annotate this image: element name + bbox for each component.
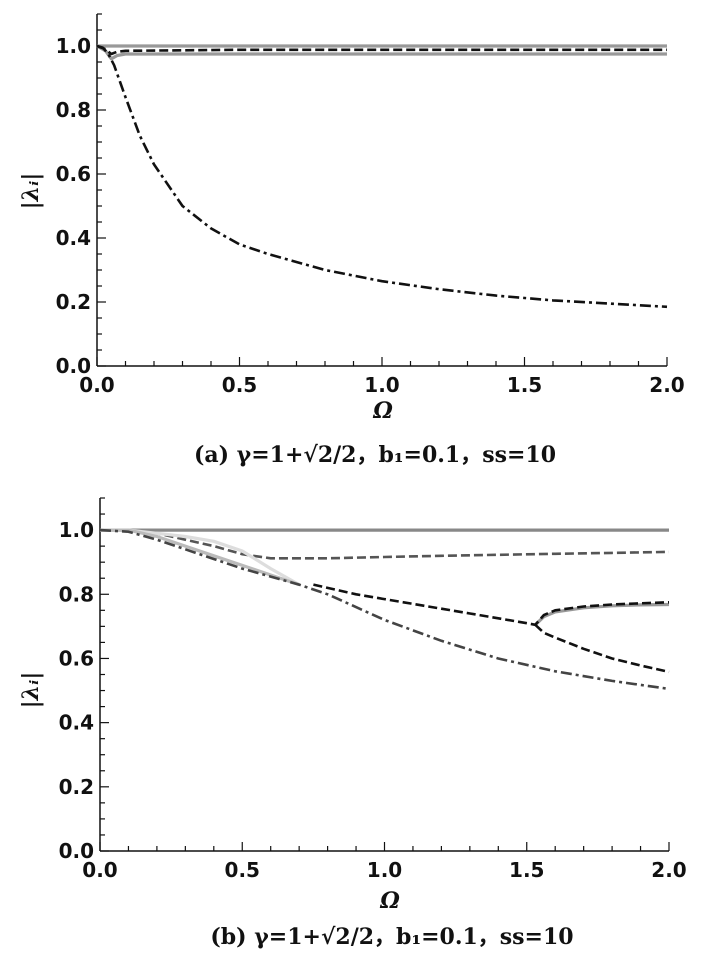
x-tick-label-a: 1.0 (364, 373, 399, 397)
series-line-b-5 (534, 602, 670, 626)
y-tick-label-b: 0.0 (59, 839, 94, 863)
x-tick-label-a: 1.5 (507, 373, 542, 397)
y-tick-label-a: 1.0 (56, 34, 91, 58)
chart-panel-a: 0.0 0.5 1.0 1.5 2.0 0.0 0.2 0.4 0.6 0.8 1.0 (56, 13, 685, 397)
caption-b: (b) γ=1+√2/2，b₁=0.1，ss=10 (210, 924, 573, 950)
x-tick-label-a: 2.0 (649, 373, 684, 397)
series-line-a-3 (96, 44, 668, 309)
y-axis-label-b: |λᵢ| (18, 672, 44, 709)
series-line-b-4 (99, 528, 670, 691)
x-tick-label-b: 0.0 (82, 858, 117, 882)
y-axis-label-a: |λᵢ| (18, 173, 44, 210)
series-line-a-2 (96, 44, 667, 56)
x-tick-label-b: 2.0 (651, 858, 686, 882)
y-tick-label-a: 0.6 (56, 162, 91, 186)
series-line-b-1 (100, 528, 670, 560)
y-tick-label-b: 0.2 (59, 775, 94, 799)
series-line-b-6 (313, 583, 670, 627)
y-tick-label-a: 0.8 (56, 98, 91, 122)
x-tick-label-b: 0.5 (225, 858, 260, 882)
caption-a: (a) γ=1+√2/2，b₁=0.1，ss=10 (194, 442, 556, 468)
series-line-a-1 (96, 44, 667, 61)
y-tick-label-b: 1.0 (59, 518, 94, 542)
x-tick-label-a: 0.0 (79, 373, 114, 397)
series-line-b-3 (100, 528, 300, 587)
x-tick-label-b: 1.5 (509, 858, 544, 882)
x-tick-label-a: 0.5 (222, 373, 257, 397)
x-axis-label-a: Ω (372, 398, 393, 424)
y-tick-label-b: 0.4 (59, 711, 94, 735)
chart-panel-b: 0.0 0.5 1.0 1.5 2.0 0.0 0.2 0.4 0.6 0.8 1.0 (59, 497, 687, 882)
y-tick-label-a: 0.4 (56, 226, 91, 250)
x-axis-label-b: Ω (379, 888, 400, 914)
y-tick-label-b: 0.6 (59, 646, 94, 670)
y-tick-label-b: 0.8 (59, 582, 94, 606)
y-tick-label-a: 0.2 (56, 290, 91, 314)
x-tick-label-b: 1.0 (367, 858, 402, 882)
series-line-b-7 (534, 623, 670, 674)
y-tick-label-a: 0.0 (56, 354, 91, 378)
